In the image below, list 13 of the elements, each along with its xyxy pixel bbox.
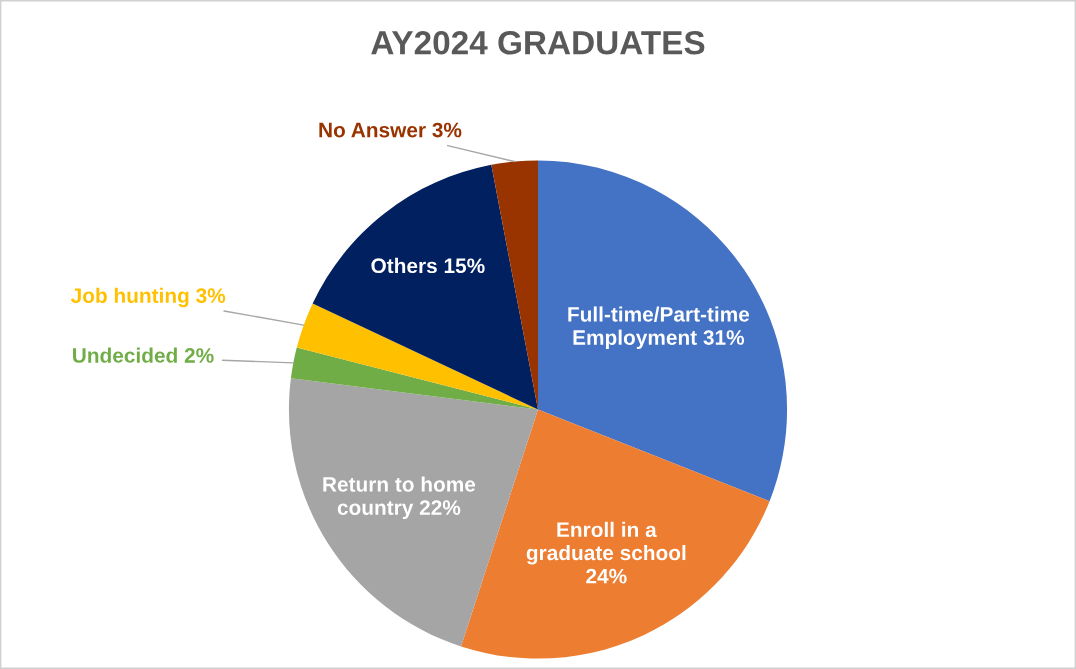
pie-slice (491, 160, 538, 410)
slice-label: Undecided 2% (73, 347, 214, 363)
pie-slice (538, 160, 788, 502)
slice-label: Others 15% (371, 257, 485, 274)
slice-label: Enroll in a graduate school (526, 521, 686, 565)
slice-label: No Answer 3% (319, 122, 462, 138)
pie-slice (296, 303, 538, 410)
pie-slice (312, 164, 538, 410)
data-label: 24% (586, 568, 627, 584)
slice-label: Return to home country 22% (323, 476, 476, 520)
slice-label: Job hunting 3% (70, 287, 226, 308)
chart-title: AY2024 GRADUATES (371, 30, 705, 55)
slice-label: Full-time/Part-time Employment 31% (568, 306, 750, 350)
